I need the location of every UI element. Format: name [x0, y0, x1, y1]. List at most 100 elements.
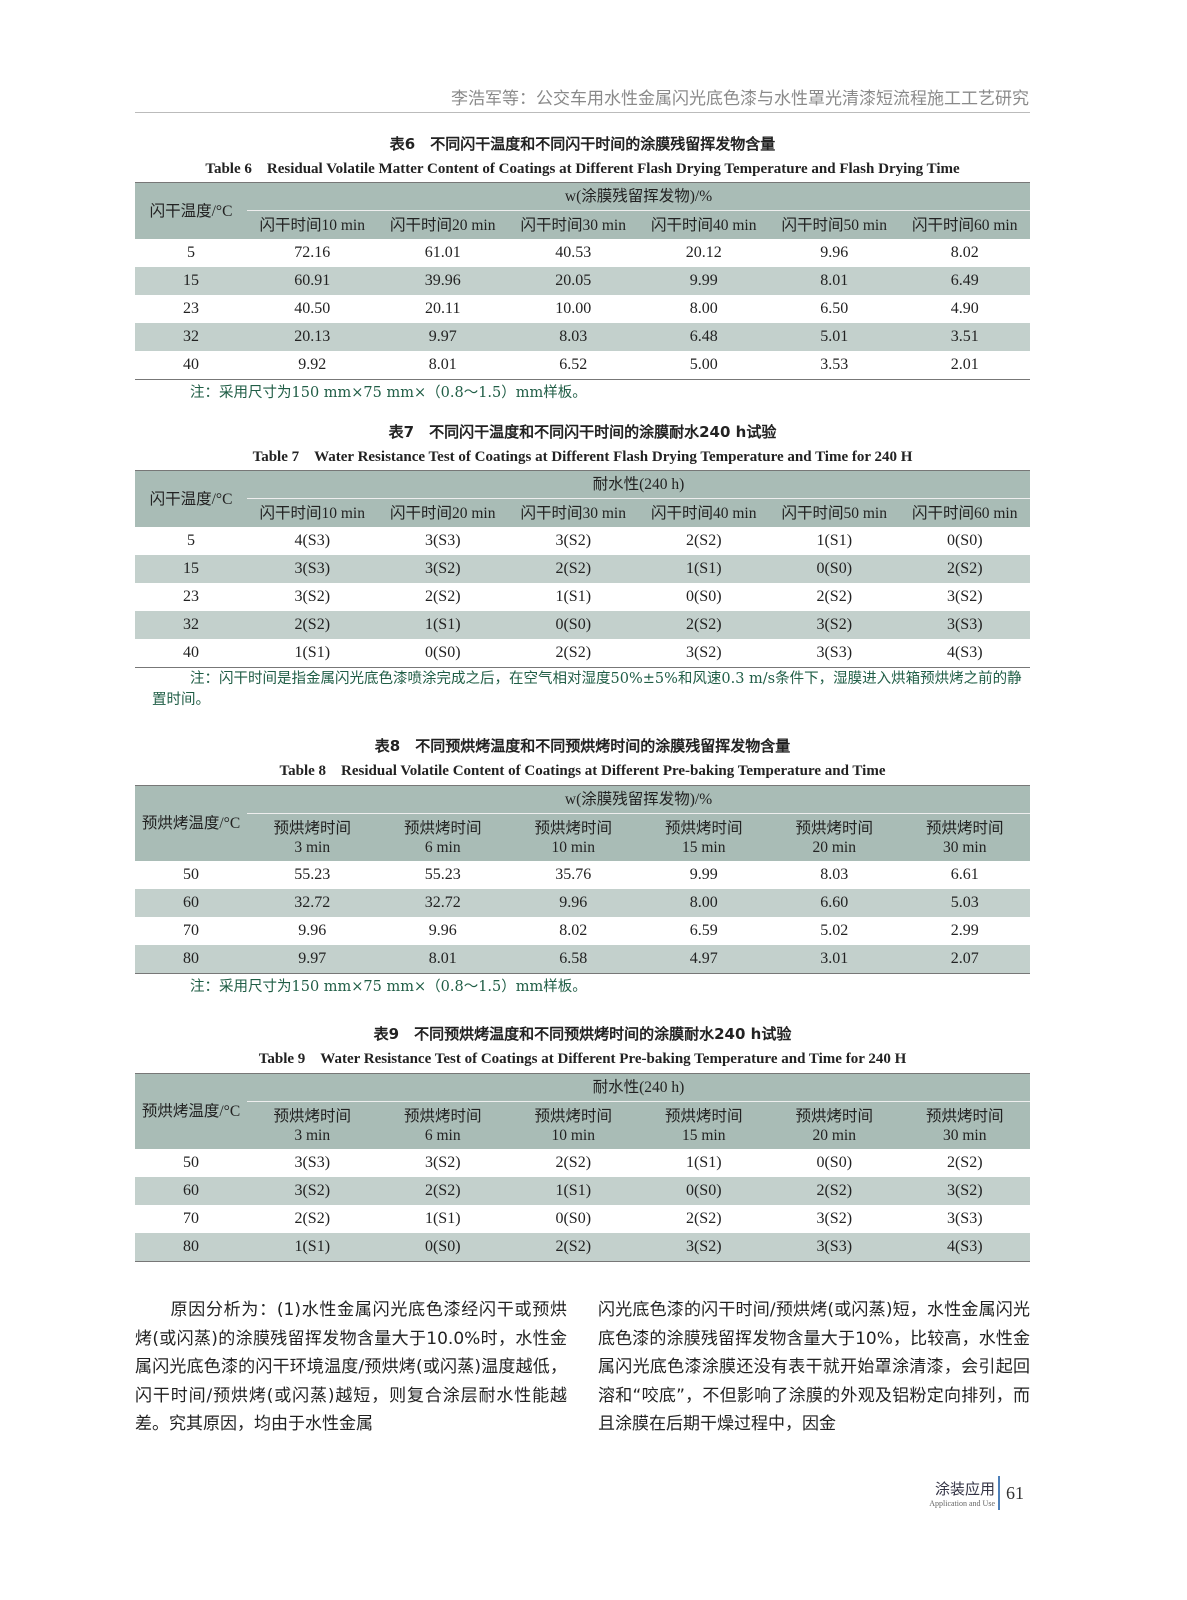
table-caption: 表9 不同预烘烤温度和不同预烘烤时间的涂膜耐水240 h试验 Table 9 Wa… — [135, 1023, 1030, 1068]
table-cell: 2(S2) — [508, 1233, 639, 1262]
table-cell: 3(S3) — [294, 1154, 331, 1171]
table-cell: 3(S2) — [377, 555, 508, 583]
table-cell: 6.50 — [820, 300, 849, 317]
row-label: 40 — [183, 644, 199, 661]
column-header: 预烘烤时间 15 min — [638, 813, 769, 861]
row-label: 70 — [183, 1210, 199, 1227]
table-cell: 3(S2) — [638, 1233, 769, 1262]
column-header: 闪干时间10 min — [247, 210, 378, 239]
table-row: 80 9.97 8.01 6.58 4.97 3.01 2.07 — [135, 945, 1030, 974]
table-cell: 55.23 — [424, 866, 461, 883]
column-header: 闪干时间20 min — [377, 210, 508, 239]
journal-name-en: Application and Use — [929, 1499, 995, 1508]
column-header: 闪干时间50 min — [769, 210, 900, 239]
table-cell: 4.97 — [638, 945, 769, 974]
row-label: 23 — [183, 300, 199, 317]
row-label: 15 — [135, 555, 247, 583]
data-table: 预烘烤温度/°C w(涂膜残留挥发物)/% 预烘烤时间 3 min 预烘烤时间 6 m… — [135, 785, 1030, 974]
table-cell: 6.60 — [769, 889, 900, 917]
table-row: 60 32.72 32.72 9.96 8.00 6.60 5.03 — [135, 889, 1030, 917]
column-header: 闪干时间30 min — [508, 498, 639, 527]
table-row: 32 20.13 9.97 8.03 6.48 5.01 3.51 — [135, 323, 1030, 351]
table-cell: 3(S2) — [685, 644, 722, 661]
column-header: 预烘烤时间 30 min — [899, 813, 1030, 861]
table-cell: 35.76 — [555, 866, 592, 883]
table-cell: 61.01 — [424, 244, 461, 261]
table-cell: 8.02 — [950, 244, 979, 261]
row-label: 80 — [135, 1233, 247, 1262]
table-row: 23 40.50 20.11 10.00 8.00 6.50 4.90 — [135, 295, 1030, 323]
running-header: 李浩军等：公交车用水性金属闪光底色漆与水性罩光清漆短流程施工工艺研究 — [451, 89, 1029, 109]
table-cell: 1(S1) — [508, 1177, 639, 1205]
table-row: 15 3(S3) 3(S2) 2(S2) 1(S1) 0(S0) 2(S2) — [135, 555, 1030, 583]
column-header: 预烘烤时间 20 min — [769, 813, 900, 861]
table-cell: 6.59 — [689, 922, 718, 939]
table-cell: 2.99 — [950, 922, 979, 939]
table-row: 40 1(S1) 0(S0) 2(S2) 3(S2) 3(S3) 4(S3) — [135, 639, 1030, 668]
table-cell: 0(S0) — [946, 532, 983, 549]
table-row: 50 3(S3) 3(S2) 2(S2) 1(S1) 0(S0) 2(S2) — [135, 1149, 1030, 1177]
table-cell: 20.13 — [247, 323, 378, 351]
table-cell: 4(S3) — [294, 532, 331, 549]
table-cell: 2(S2) — [555, 1154, 592, 1171]
table-row: 40 9.92 8.01 6.52 5.00 3.53 2.01 — [135, 351, 1030, 380]
table-cell: 2(S2) — [899, 555, 1030, 583]
row-label: 50 — [183, 1154, 199, 1171]
table-row: 32 2(S2) 1(S1) 0(S0) 2(S2) 3(S2) 3(S3) — [135, 611, 1030, 639]
table-cell: 8.01 — [769, 267, 900, 295]
table-cell: 3(S2) — [555, 532, 592, 549]
table-cell: 3(S3) — [899, 611, 1030, 639]
column-header: 闪干时间10 min — [247, 498, 378, 527]
table-row: 60 3(S2) 2(S2) 1(S1) 0(S0) 2(S2) 3(S2) — [135, 1177, 1030, 1205]
table-row: 15 60.91 39.96 20.05 9.99 8.01 6.49 — [135, 267, 1030, 295]
journal-name: 涂装应用 Application and Use — [905, 1478, 995, 1508]
column-header: 闪干时间40 min — [638, 498, 769, 527]
column-header: 闪干时间30 min — [508, 210, 639, 239]
table-cell: 3(S2) — [769, 611, 900, 639]
table-cell: 0(S0) — [424, 644, 461, 661]
column-header: 预烘烤时间 3 min — [247, 1101, 378, 1149]
table-cell: 3(S3) — [769, 1233, 900, 1262]
table-cell: 2(S2) — [294, 1210, 331, 1227]
row-header: 闪干温度/°C — [135, 470, 247, 527]
table-cell: 4.90 — [950, 300, 979, 317]
group-header: 耐水性(240 h) — [247, 470, 1030, 499]
table-cell: 60.91 — [247, 267, 378, 295]
table-cell: 5.03 — [899, 889, 1030, 917]
table-title-en: Table 8 Residual Volatile Content of Coa… — [279, 763, 886, 779]
table-cell: 6.61 — [950, 866, 979, 883]
row-label: 50 — [183, 866, 199, 883]
table-cell: 4(S3) — [946, 644, 983, 661]
table-title-en: Table 6 Residual Volatile Matter Content… — [205, 161, 960, 177]
table-title-zh: 表7 不同闪干温度和不同闪干时间的涂膜耐水240 h试验 — [388, 423, 777, 441]
journal-name-zh: 涂装应用 — [934, 1480, 995, 1498]
page-number: 61 — [1006, 1483, 1024, 1503]
table-cell: 10.00 — [555, 300, 592, 317]
table-cell: 1(S1) — [555, 588, 592, 605]
table-cell: 0(S0) — [685, 588, 722, 605]
column-header: 闪干时间60 min — [899, 498, 1030, 527]
table-title-zh: 表9 不同预烘烤温度和不同预烘烤时间的涂膜耐水240 h试验 — [373, 1025, 792, 1043]
table-row: 70 2(S2) 1(S1) 0(S0) 2(S2) 3(S2) 3(S3) — [135, 1205, 1030, 1233]
table-cell: 3(S2) — [424, 1154, 461, 1171]
table-note: 注：采用尺寸为150 mm×75 mm×（0.8～1.5）mm样板。 — [190, 979, 587, 995]
group-header: w(涂膜残留挥发物)/% — [247, 785, 1030, 814]
table-cell: 40.50 — [294, 300, 331, 317]
table-cell: 2(S2) — [816, 588, 853, 605]
table-cell: 0(S0) — [508, 611, 639, 639]
data-table: 闪干温度/°C w(涂膜残留挥发物)/% 闪干时间10 min 闪干时间20 min 闪… — [135, 182, 1030, 380]
column-header: 预烘烤时间 15 min — [638, 1101, 769, 1149]
row-label: 5 — [187, 532, 195, 549]
table-cell: 4(S3) — [899, 1233, 1030, 1262]
table-cell: 9.96 — [820, 244, 849, 261]
row-header: 闪干温度/°C — [135, 182, 247, 239]
table-cell: 3(S3) — [424, 532, 461, 549]
table-cell: 8.01 — [377, 945, 508, 974]
table-cell: 1(S1) — [685, 1154, 722, 1171]
row-label: 80 — [135, 945, 247, 974]
table-cell: 0(S0) — [638, 1177, 769, 1205]
table-cell: 6.48 — [638, 323, 769, 351]
table-cell: 3.01 — [769, 945, 900, 974]
table-note: 注：闪干时间是指金属闪光底色漆喷涂完成之后，在空气相对湿度50%±5%和风速0.… — [152, 671, 1022, 708]
table-cell: 2(S2) — [685, 532, 722, 549]
